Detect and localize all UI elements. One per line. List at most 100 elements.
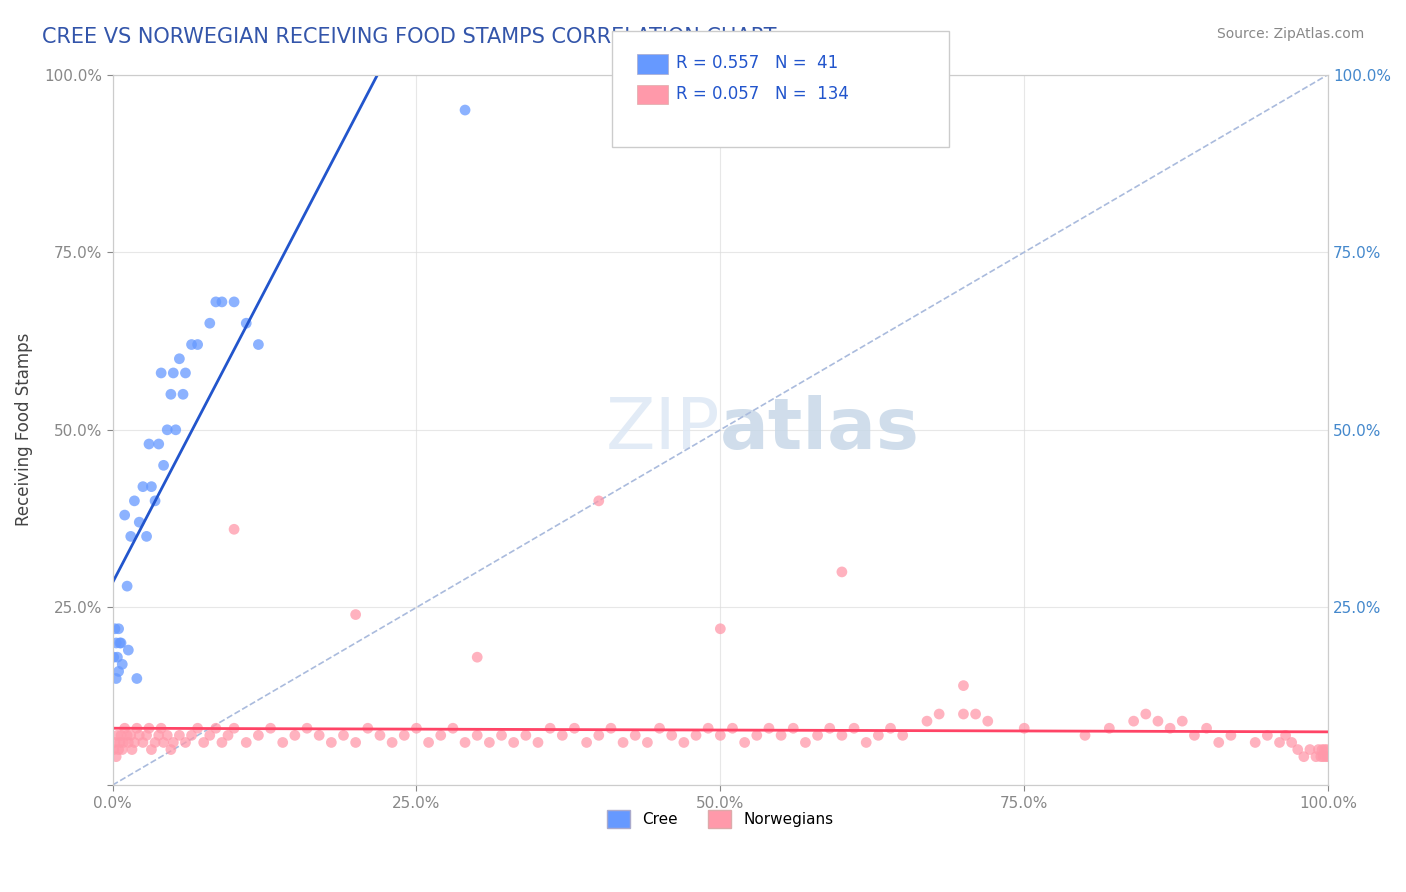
Point [1074, 728, 1097, 742]
Point [193, 735, 215, 749]
Point [295, 721, 318, 735]
Point [1147, 714, 1170, 728]
Point [247, 728, 270, 742]
Point [721, 721, 744, 735]
Point [205, 294, 228, 309]
Point [709, 728, 731, 742]
Point [103, 650, 125, 665]
Text: R = 0.557   N =  41: R = 0.557 N = 41 [676, 54, 838, 72]
Point [138, 437, 160, 451]
Point [108, 735, 131, 749]
Point [222, 721, 245, 735]
Point [685, 728, 707, 742]
Point [1292, 749, 1315, 764]
Point [1098, 721, 1121, 735]
Point [117, 735, 139, 749]
Point [1274, 728, 1296, 742]
Point [150, 721, 173, 735]
Point [156, 423, 179, 437]
Point [138, 721, 160, 735]
Point [121, 742, 143, 756]
Point [198, 728, 221, 742]
Point [648, 721, 671, 735]
Point [952, 679, 974, 693]
Point [1219, 728, 1241, 742]
Point [965, 706, 987, 721]
Point [105, 672, 128, 686]
Point [502, 735, 524, 749]
Point [465, 650, 488, 665]
Point [110, 728, 132, 742]
Point [198, 316, 221, 330]
Point [105, 749, 128, 764]
Point [381, 735, 404, 749]
Text: atlas: atlas [720, 395, 920, 465]
Point [575, 735, 598, 749]
Point [165, 423, 187, 437]
Point [1122, 714, 1144, 728]
Point [332, 728, 354, 742]
Point [588, 728, 610, 742]
Text: Source: ZipAtlas.com: Source: ZipAtlas.com [1216, 27, 1364, 41]
Text: R = 0.057   N =  134: R = 0.057 N = 134 [676, 85, 849, 103]
Point [928, 706, 950, 721]
Point [831, 565, 853, 579]
Point [132, 735, 155, 749]
Point [441, 721, 464, 735]
Point [1281, 735, 1303, 749]
Point [160, 387, 183, 401]
Point [180, 337, 202, 351]
Point [162, 735, 184, 749]
Point [588, 494, 610, 508]
Point [745, 728, 768, 742]
Point [806, 728, 828, 742]
Point [624, 728, 647, 742]
Point [1208, 735, 1230, 749]
Point [222, 294, 245, 309]
Point [1316, 742, 1339, 756]
Point [125, 672, 148, 686]
Point [124, 494, 146, 508]
Point [235, 316, 257, 330]
Point [357, 721, 380, 735]
Point [103, 742, 125, 756]
Point [1012, 721, 1035, 735]
Point [564, 721, 586, 735]
Point [105, 636, 128, 650]
Point [1159, 721, 1181, 735]
Point [284, 728, 307, 742]
Point [782, 721, 804, 735]
Point [110, 636, 132, 650]
Point [124, 735, 146, 749]
Point [148, 437, 170, 451]
Point [162, 366, 184, 380]
Point [1244, 735, 1267, 749]
Point [491, 728, 513, 742]
Point [211, 294, 233, 309]
Point [770, 728, 793, 742]
Point [429, 728, 451, 742]
Point [344, 735, 367, 749]
Point [868, 728, 890, 742]
Point [1286, 742, 1309, 756]
Point [1305, 749, 1327, 764]
Point [107, 622, 129, 636]
Point [891, 728, 914, 742]
Point [152, 458, 174, 473]
Point [111, 657, 134, 672]
Point [321, 735, 343, 749]
Point [709, 622, 731, 636]
Point [125, 721, 148, 735]
Point [952, 706, 974, 721]
Point [1184, 728, 1206, 742]
Point [104, 735, 127, 749]
Point [1308, 742, 1330, 756]
Point [600, 721, 623, 735]
Point [405, 721, 427, 735]
Point [174, 735, 197, 749]
Point [368, 728, 391, 742]
Point [105, 728, 128, 742]
Point [143, 494, 166, 508]
Point [454, 735, 477, 749]
Point [205, 721, 228, 735]
